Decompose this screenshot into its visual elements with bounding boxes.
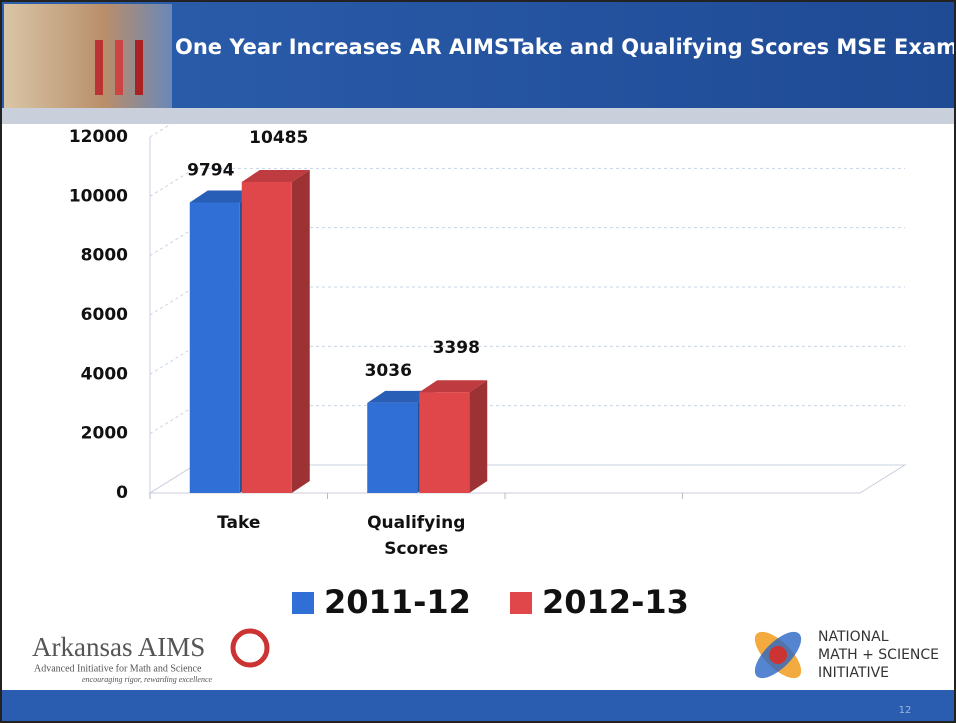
nmsi-mark [769,646,787,664]
header-rule [0,108,956,124]
x-tick-label: Qualifying Scores [367,513,466,559]
header-photo [4,4,172,108]
chart-title: One Year Increases AR AIMSTake and Quali… [175,35,956,59]
bar-top [189,190,258,203]
y-tick-label: 0 [116,483,128,503]
nmsi-line: NATIONAL [818,629,889,645]
value-label: 10485 [249,128,308,148]
logo-ring [230,628,270,668]
bar-side [291,169,310,493]
bar-side [469,380,488,493]
tube [135,40,143,95]
y-tick-label: 8000 [81,246,128,266]
y-tick-label: 6000 [81,305,128,325]
nmsi-line: MATH + SCIENCE [818,647,939,663]
bar [241,181,292,493]
tube [95,40,103,95]
bar-top [419,380,488,393]
bar-top [367,390,436,403]
legend-label: 2012-13 [542,583,689,621]
bar [189,202,240,493]
logo-tagline: encouraging rigor, rewarding excellence [82,675,212,684]
legend-swatch [510,592,532,614]
y-tick-label: 2000 [81,424,128,444]
y-tick-label: 10000 [69,186,128,206]
bar [419,392,470,493]
legend-label: 2011-12 [324,583,471,621]
tube [115,40,123,95]
footer-band [0,690,956,723]
bar [367,402,418,493]
value-label: 9794 [187,160,234,180]
bar-top [241,169,310,182]
value-label: 3398 [433,338,480,358]
value-label: 3036 [365,361,412,381]
page-number: 12 [899,705,912,716]
logo-name: Arkansas AIMS [32,632,205,662]
y-tick-label: 4000 [81,364,128,384]
nmsi-line: INITIATIVE [818,665,889,681]
x-tick-label: Take [217,513,261,533]
y-tick-label: 12000 [69,127,128,147]
legend-swatch [292,592,314,614]
logo-subtitle: Advanced Initiative for Math and Science [34,663,202,674]
